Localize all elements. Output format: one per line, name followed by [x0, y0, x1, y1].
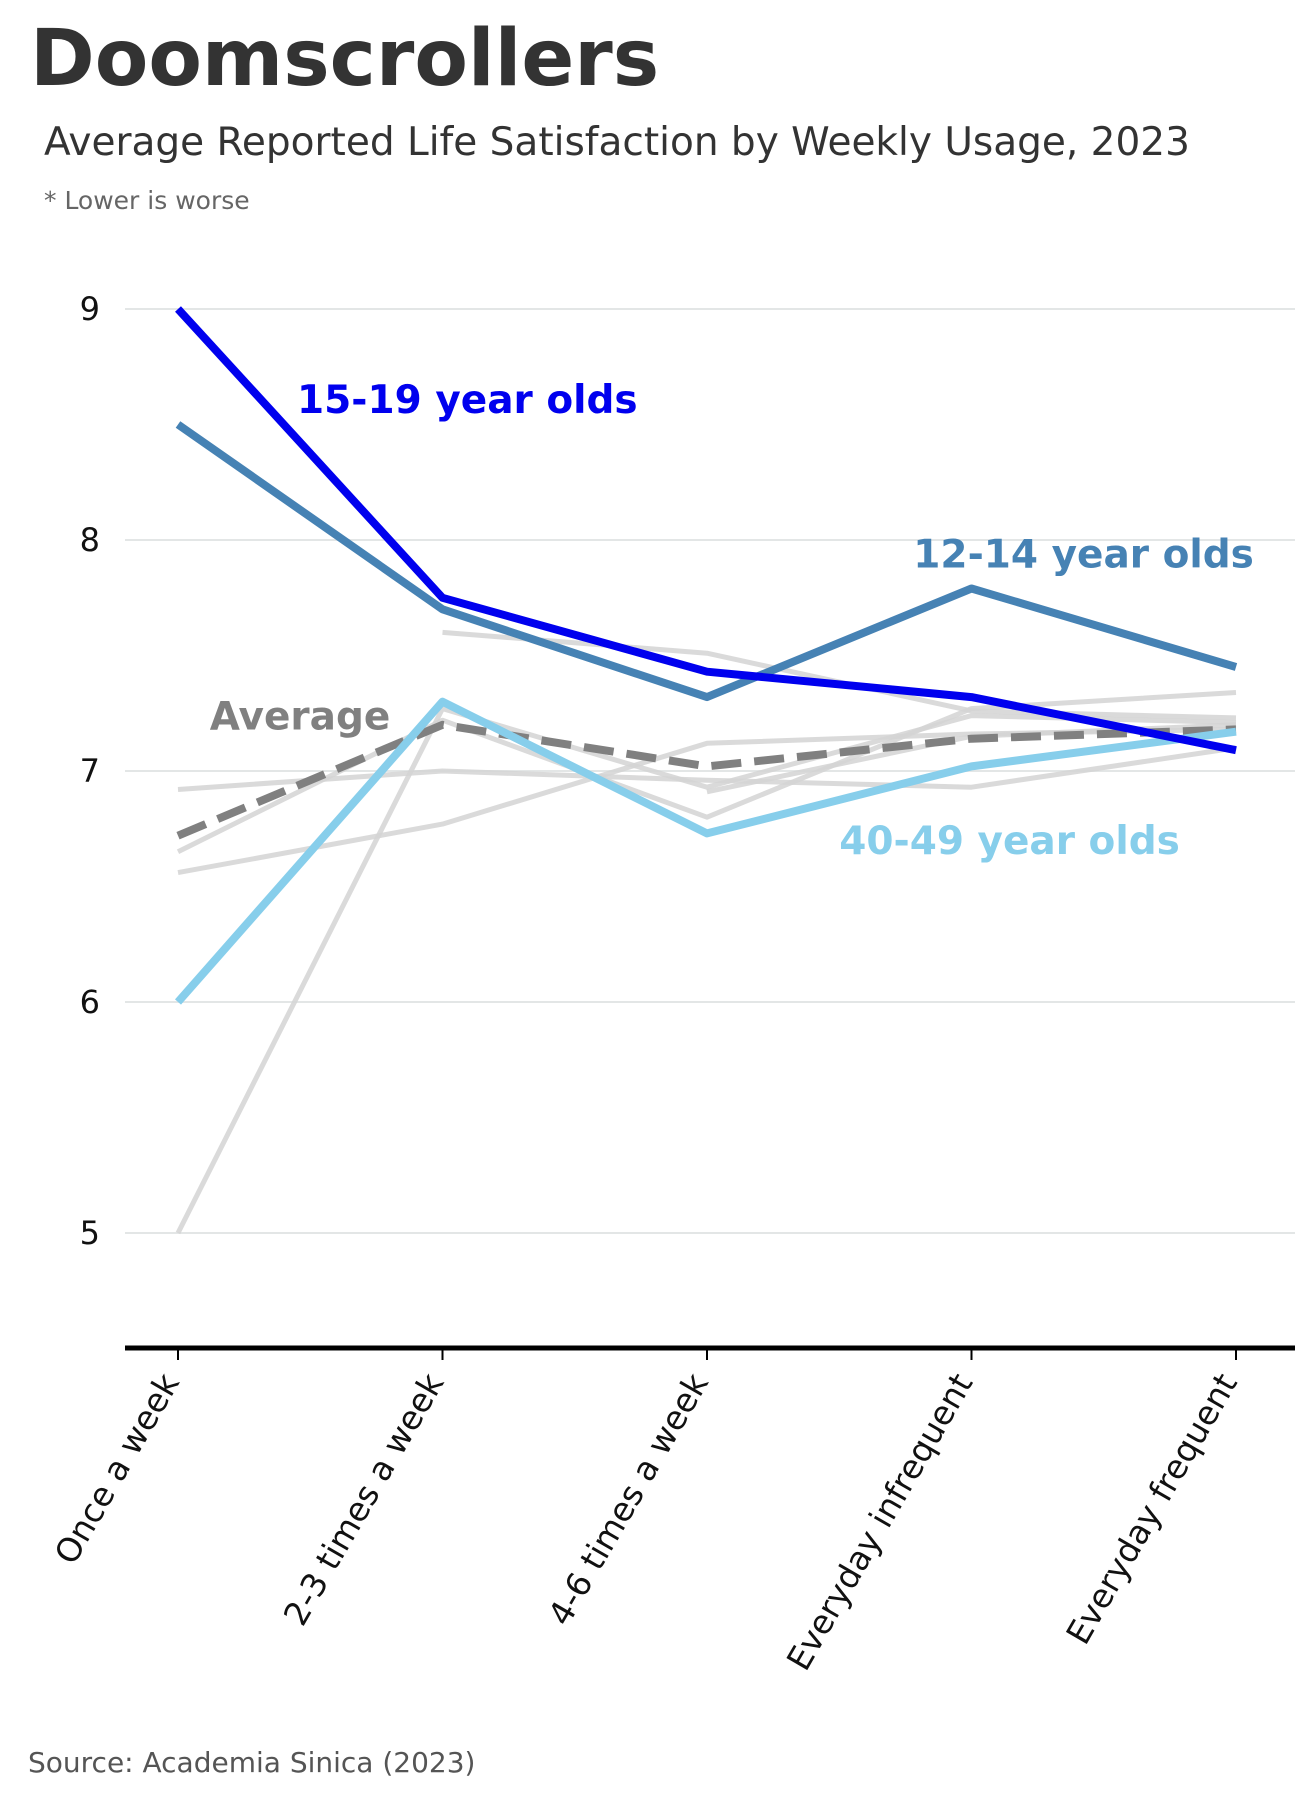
series-label-12-14-year-olds: 12-14 year olds	[913, 533, 1254, 578]
series-line-15-19-year-olds	[175, 306, 1237, 755]
y-tick-label-5: 5	[80, 1214, 100, 1252]
y-tick-label-7: 7	[80, 752, 100, 790]
series-line-background-5	[177, 745, 1237, 792]
series-label-average: Average	[210, 694, 391, 739]
x-tick-label-4: Everyday frequent	[1058, 1366, 1245, 1650]
y-tick-label-6: 6	[80, 983, 100, 1021]
series-line-average	[176, 720, 1237, 840]
series-line-40-49-year-olds	[174, 697, 1237, 1005]
y-axis-tick-labels: 5 6 7 8 9	[80, 290, 100, 1252]
highlight-series	[174, 306, 1238, 1005]
y-tick-label-8: 8	[80, 521, 100, 559]
series-label-15-19-year-olds: 15-19 year olds	[297, 378, 638, 423]
line-chart: 5 6 7 8 9 15-19 year olds 12-14 year olds 40-4…	[47, 290, 1295, 1677]
x-tick-label-0: Once a week	[47, 1366, 188, 1571]
chart-source: Source: Academia Sinica (2023)	[28, 1746, 476, 1779]
x-tick-label-2: 4-6 times a week	[540, 1366, 716, 1632]
chart-title: Doomscrollers	[30, 14, 660, 104]
y-tick-label-9: 9	[80, 290, 100, 328]
x-tick-label-1: 2-3 times a week	[276, 1366, 452, 1632]
grid-lines	[125, 308, 1295, 1234]
series-label-40-49-year-olds: 40-49 year olds	[839, 819, 1180, 864]
chart-note: * Lower is worse	[44, 186, 250, 215]
chart-subtitle: Average Reported Life Satisfaction by We…	[44, 120, 1190, 165]
x-axis: Once a week 2-3 times a week 4-6 times a w…	[47, 1345, 1295, 1677]
x-tick-label-3: Everyday infrequent	[779, 1366, 981, 1676]
series-labels: 15-19 year olds 12-14 year olds 40-49 year…	[210, 378, 1254, 864]
series-line-background-4	[175, 706, 1237, 1235]
series-line-12-14-year-olds	[175, 421, 1238, 702]
